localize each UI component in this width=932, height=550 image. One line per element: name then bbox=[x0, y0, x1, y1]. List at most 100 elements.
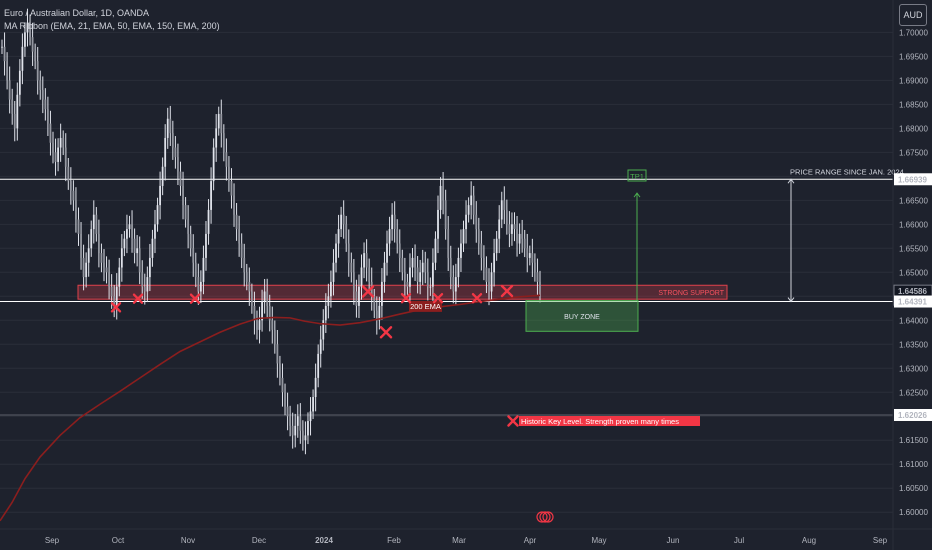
y-tick-label: 1.62500 bbox=[899, 388, 928, 397]
candle-body bbox=[393, 214, 396, 230]
candle-body bbox=[29, 22, 31, 38]
price-label-bg bbox=[894, 295, 932, 308]
candle-body bbox=[177, 157, 179, 172]
candle-body bbox=[156, 205, 159, 225]
candle-body bbox=[44, 99, 47, 110]
candle-body bbox=[539, 281, 541, 292]
candle-body bbox=[62, 137, 65, 148]
y-tick-label: 1.65000 bbox=[899, 268, 928, 277]
candle-body bbox=[531, 253, 534, 263]
candle-body bbox=[342, 214, 345, 225]
candle-body bbox=[452, 277, 455, 292]
candle-body bbox=[296, 416, 299, 426]
candle-body bbox=[477, 229, 480, 244]
candle-body bbox=[289, 416, 292, 426]
candle-body bbox=[166, 118, 169, 138]
x-marker bbox=[471, 293, 483, 304]
candle-body bbox=[465, 214, 467, 230]
candle-body bbox=[256, 320, 258, 330]
candle-body bbox=[92, 214, 95, 230]
candle-body bbox=[85, 262, 88, 278]
candle-body bbox=[307, 421, 309, 436]
candle-body bbox=[301, 430, 304, 441]
x-tick-label: Jun bbox=[667, 536, 680, 545]
candle-body bbox=[3, 46, 6, 62]
candle-body bbox=[212, 147, 215, 182]
candle-body bbox=[449, 257, 452, 278]
candle-body bbox=[133, 238, 136, 254]
y-tick-label: 1.66000 bbox=[899, 220, 928, 229]
candle-body bbox=[396, 229, 399, 244]
candle-body bbox=[240, 243, 243, 258]
x-tick-label: Aug bbox=[802, 536, 816, 545]
candle-body bbox=[314, 377, 317, 398]
y-tick-label: 1.68500 bbox=[899, 100, 928, 109]
ema-200 bbox=[0, 294, 541, 522]
candle-body bbox=[467, 205, 470, 215]
candle-body bbox=[368, 267, 371, 282]
y-tick-label: 1.63500 bbox=[899, 340, 928, 349]
currency-button[interactable]: AUD bbox=[899, 4, 927, 26]
candle-body bbox=[136, 248, 139, 254]
tp1-label: TP1 bbox=[630, 172, 644, 181]
candle-body bbox=[77, 219, 80, 234]
x-marker bbox=[361, 285, 375, 298]
candle-body bbox=[151, 238, 154, 258]
candle-body bbox=[365, 253, 368, 268]
ma-ribbon-legend: MA Ribbon (EMA, 21, EMA, 50, EMA, 150, E… bbox=[4, 21, 220, 31]
candle-body bbox=[82, 257, 85, 278]
candle-body bbox=[215, 128, 218, 148]
candle-body bbox=[470, 195, 473, 206]
candle-body bbox=[335, 243, 337, 263]
candle-body bbox=[284, 392, 286, 407]
level-lines bbox=[0, 178, 893, 416]
candle-body bbox=[11, 99, 14, 114]
y-tick-label: 1.68000 bbox=[899, 124, 928, 133]
price-label: 1.66939 bbox=[898, 175, 927, 184]
candle-body bbox=[26, 22, 29, 33]
candle-body bbox=[434, 238, 437, 263]
candle-body bbox=[113, 296, 116, 306]
candle-body bbox=[312, 397, 314, 412]
candle-body bbox=[197, 277, 200, 292]
annotations: STRONG SUPPORT BUY ZONE 200 EMA TP1 PRICE RA… bbox=[110, 167, 904, 523]
candle-body bbox=[205, 233, 207, 258]
candle-body bbox=[80, 233, 82, 258]
chart-title: Euro / Australian Dollar, 1D, OANDA bbox=[4, 8, 150, 18]
candle-body bbox=[154, 224, 156, 239]
historic-x-marker bbox=[507, 415, 519, 427]
x-tick-label: Nov bbox=[181, 536, 195, 545]
candle-body bbox=[388, 229, 391, 244]
candle-body bbox=[108, 272, 110, 287]
candle-body bbox=[110, 286, 113, 297]
x-marker bbox=[432, 293, 444, 304]
candle-body bbox=[352, 272, 355, 292]
candle-body bbox=[64, 147, 67, 167]
candle-body bbox=[340, 214, 343, 230]
price-label-bg bbox=[894, 173, 932, 186]
historic-key-label: Historic Key Level. Strength proven many… bbox=[521, 417, 679, 426]
x-tick-label: Apr bbox=[524, 536, 537, 545]
candle-body bbox=[146, 277, 149, 292]
candle-body bbox=[67, 166, 70, 182]
candle-body bbox=[103, 262, 105, 268]
y-tick-label: 1.69000 bbox=[899, 76, 928, 85]
candle-body bbox=[24, 32, 26, 47]
price-label: 1.62026 bbox=[898, 411, 927, 420]
candle-body bbox=[271, 320, 274, 330]
y-tick-label: 1.61500 bbox=[899, 436, 928, 445]
candle-body bbox=[350, 262, 353, 273]
candle-body bbox=[526, 248, 529, 258]
candle-body bbox=[164, 137, 167, 167]
candle-body bbox=[202, 257, 205, 282]
candle-body bbox=[41, 89, 44, 100]
candle-body bbox=[437, 209, 439, 239]
candle-body bbox=[381, 281, 383, 306]
candle-body bbox=[523, 238, 526, 249]
candle-body bbox=[148, 257, 151, 278]
candle-body bbox=[100, 253, 103, 263]
candle-body bbox=[8, 80, 11, 100]
candle-body bbox=[225, 152, 228, 167]
